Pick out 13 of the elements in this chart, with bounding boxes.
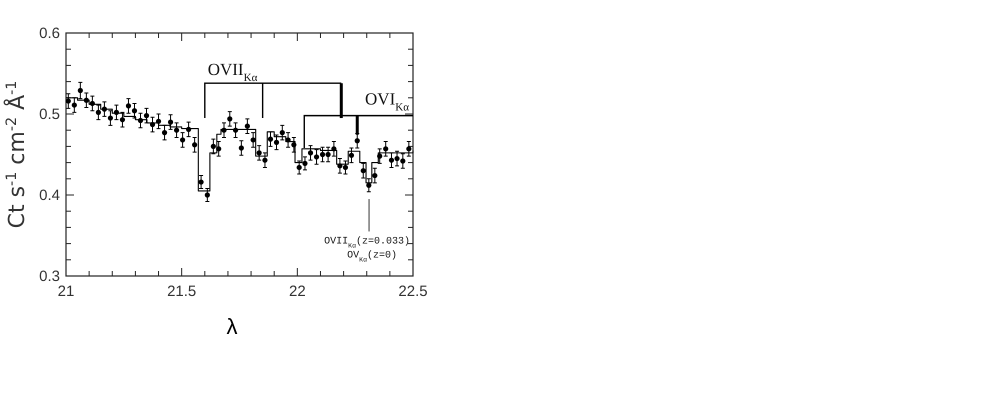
- x-tick-label: 22.5: [398, 283, 428, 300]
- y-tick-label: 0.3: [39, 268, 60, 285]
- x-tick-label: 21: [58, 283, 74, 300]
- y-tick-label: 0.4: [39, 187, 60, 204]
- x-tick-label: 22: [288, 283, 306, 300]
- y-tick-label: 0.5: [39, 106, 60, 123]
- x-axis-title: λ: [226, 314, 238, 339]
- annotation: OVII$_{Kα}$(z=0.033): [324, 236, 410, 250]
- annotation: OVII$_{Kα}$: [208, 60, 258, 84]
- annotation: OV$_{Kα}$(z=0): [347, 249, 397, 263]
- y-tick-label: 0.6: [39, 25, 60, 42]
- annotation: OVI$_{Kα}$: [365, 89, 410, 114]
- x-tick-label: 21.5: [167, 283, 196, 300]
